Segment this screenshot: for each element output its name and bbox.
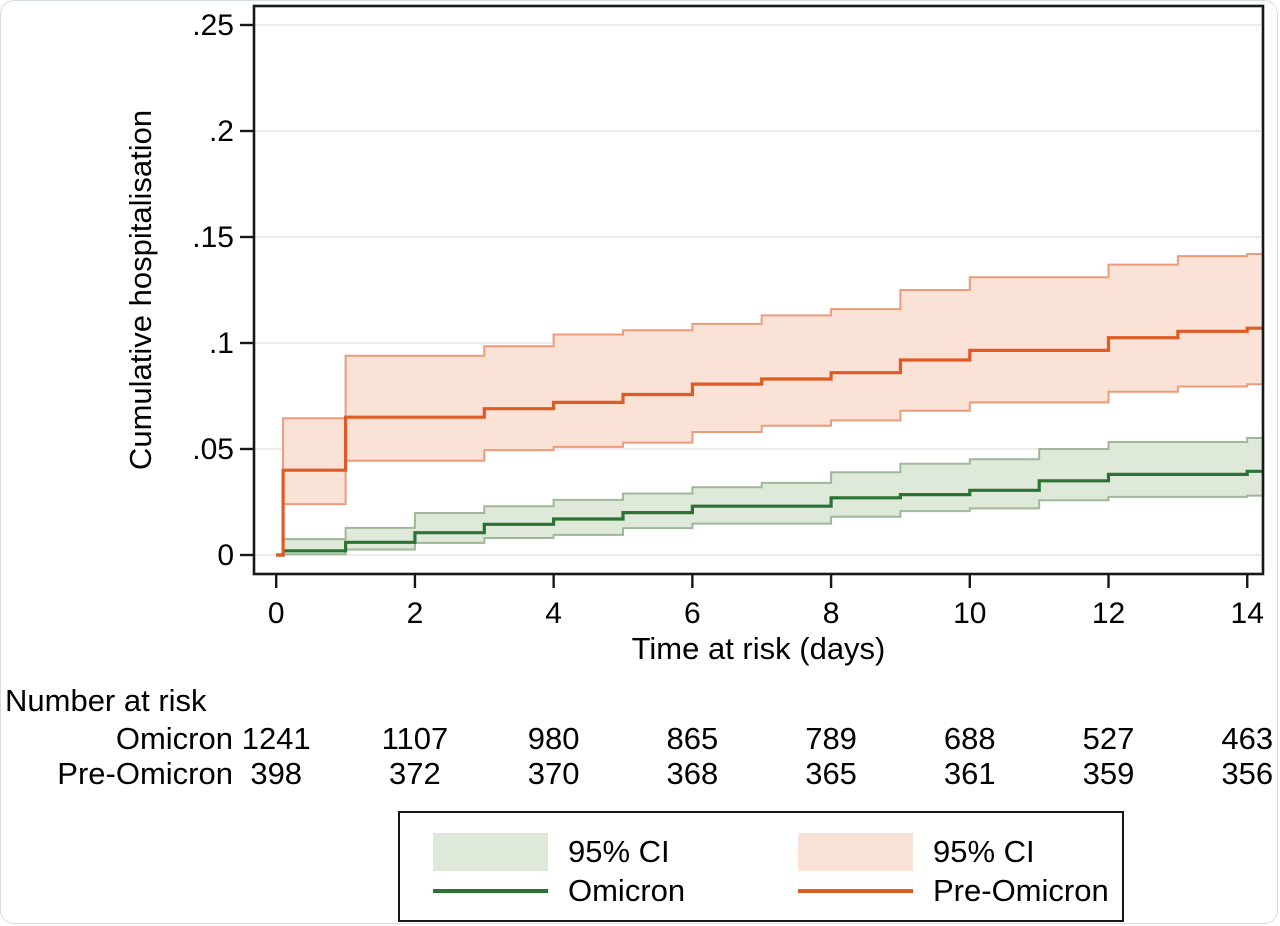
- y-tick-label: .1: [209, 327, 234, 360]
- omicron-line-label: Omicron: [568, 873, 686, 908]
- omicron-ci-swatch: [433, 833, 548, 871]
- x-tick-label: 4: [545, 597, 562, 630]
- svg-text:Omicron: Omicron: [116, 721, 233, 756]
- preomicron-curve: [276, 326, 1264, 557]
- preomicron-line-label: Pre-Omicron: [933, 873, 1109, 908]
- omicron-curve: [276, 469, 1264, 557]
- axis-ticks: [240, 23, 1249, 588]
- omicron-ci-label: 95% CI: [568, 834, 670, 869]
- preomicron-ci-swatch: [798, 833, 913, 871]
- y-tick-label: .25: [192, 9, 234, 42]
- svg-text:Pre-Omicron: Pre-Omicron: [57, 756, 233, 791]
- svg-text:359: 359: [1083, 756, 1135, 791]
- x-tick-label: 0: [268, 597, 285, 630]
- svg-text:865: 865: [666, 721, 718, 756]
- svg-text:1107: 1107: [382, 721, 449, 756]
- y-axis-title: Cumulative hospitalisation: [123, 110, 158, 470]
- survival-chart: 0 2 4 6 8 10 12 14 0 .05 .1 .15 .2 .25 Time at risk (d…: [5, 4, 1273, 791]
- svg-text:356: 356: [1221, 756, 1273, 791]
- svg-text:789: 789: [805, 721, 857, 756]
- svg-text:1241: 1241: [242, 721, 311, 756]
- svg-text:365: 365: [805, 756, 857, 791]
- x-tick-label: 10: [953, 597, 986, 630]
- risk-table-title: Number at risk: [5, 683, 207, 718]
- svg-text:980: 980: [528, 721, 580, 756]
- y-tick-label: .15: [192, 221, 234, 254]
- svg-text:688: 688: [944, 721, 996, 756]
- y-tick-label: .05: [192, 433, 234, 466]
- omicron-line-sample: [433, 889, 548, 893]
- y-tick-label: 0: [217, 539, 234, 572]
- svg-text:463: 463: [1221, 721, 1273, 756]
- svg-text:368: 368: [666, 756, 718, 791]
- svg-text:372: 372: [389, 756, 441, 791]
- x-tick-label: 14: [1231, 597, 1264, 630]
- x-tick-label: 12: [1092, 597, 1125, 630]
- svg-text:361: 361: [944, 756, 996, 791]
- svg-text:370: 370: [528, 756, 580, 791]
- x-tick-label: 2: [407, 597, 424, 630]
- preomicron-line-sample: [798, 889, 913, 893]
- plot-frame: [252, 4, 1265, 576]
- legend-box: 95% CI 95% CI Omicron Pre-Omicron: [398, 811, 1124, 922]
- x-tick-label: 6: [684, 597, 701, 630]
- x-axis-title: Time at risk (days): [632, 631, 886, 666]
- svg-text:527: 527: [1083, 721, 1135, 756]
- x-tick-label: 8: [823, 597, 840, 630]
- y-tick-label: .2: [209, 115, 234, 148]
- preomicron-ci-label: 95% CI: [933, 834, 1035, 869]
- svg-text:398: 398: [250, 756, 302, 791]
